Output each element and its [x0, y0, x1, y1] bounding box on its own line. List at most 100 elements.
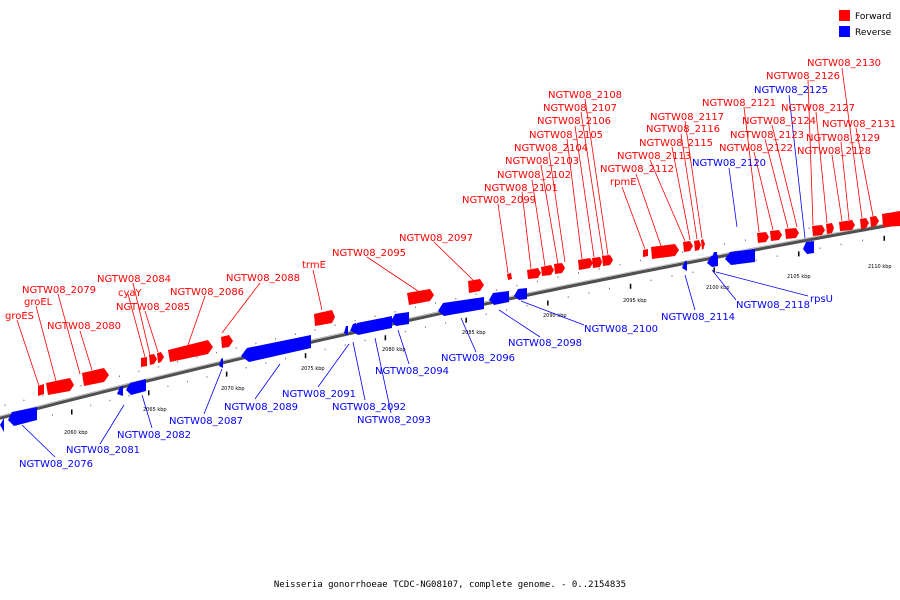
forward-gene[interactable] [507, 273, 512, 280]
gene-label-NGTW08_2093: NGTW08_2093 [357, 415, 431, 426]
leader-line [855, 127, 874, 217]
forward-gene[interactable] [757, 232, 769, 243]
gene-label-NGTW08_2103: NGTW08_2103 [505, 156, 579, 167]
leader-line [807, 79, 814, 226]
forward-leader-lines [16, 67, 874, 387]
reverse-gene[interactable] [8, 407, 37, 426]
forward-gene[interactable] [785, 228, 799, 239]
major-tick [798, 251, 800, 257]
forward-gene[interactable] [554, 263, 565, 274]
minor-tick [808, 227, 810, 229]
major-tick [629, 283, 632, 289]
minor-tick [128, 395, 130, 397]
minor-tick [650, 279, 652, 282]
leader-line [635, 173, 662, 247]
minor-tick [485, 313, 487, 315]
gene-label-NGTW08_2114: NGTW08_2114 [661, 312, 735, 323]
forward-gene[interactable] [839, 220, 855, 231]
forward-gene[interactable] [701, 239, 705, 250]
forward-gene[interactable] [826, 223, 834, 234]
gene-label-NGTW08_2082: NGTW08_2082 [117, 430, 191, 441]
reverse-gene[interactable] [489, 291, 509, 305]
forward-gene[interactable] [468, 279, 484, 293]
reverse-gene[interactable] [725, 249, 755, 265]
forward-gene[interactable] [38, 384, 44, 396]
reverse-gene[interactable] [438, 297, 484, 316]
forward-gene[interactable] [221, 335, 233, 348]
forward-gene[interactable] [602, 255, 613, 266]
reverse-gene[interactable] [712, 252, 717, 258]
leader-line [397, 329, 410, 365]
forward-gene[interactable] [149, 354, 157, 365]
gene-label-NGTW08_2081: NGTW08_2081 [66, 445, 140, 456]
leader-line [366, 256, 419, 292]
reverse-gene[interactable] [514, 288, 527, 300]
minor-tick [235, 347, 237, 349]
forward-gene[interactable] [541, 265, 554, 276]
reverse-gene[interactable] [241, 335, 311, 362]
forward-gene[interactable] [407, 289, 434, 305]
leader-line [840, 141, 850, 221]
backbone-highlight [0, 220, 900, 417]
leader-line [711, 269, 737, 301]
reverse-gene[interactable] [707, 255, 718, 267]
forward-gene[interactable] [592, 257, 602, 268]
forward-gene[interactable] [578, 258, 593, 270]
tick-marks [4, 211, 896, 426]
forward-gene[interactable] [82, 368, 109, 386]
gene-label-NGTW08_2106: NGTW08_2106 [537, 116, 611, 127]
gene-label-NGTW08_2092: NGTW08_2092 [332, 402, 406, 413]
minor-tick [265, 362, 267, 364]
leader-line [144, 310, 159, 353]
minor-tick [755, 259, 757, 261]
forward-gene[interactable] [770, 230, 782, 241]
forward-gene[interactable] [527, 268, 541, 279]
minor-tick [216, 351, 218, 354]
tick-label-2080: 2080 kbp [382, 347, 406, 353]
minor-tick [4, 404, 6, 406]
reverse-gene[interactable] [117, 386, 123, 396]
forward-gene[interactable] [694, 240, 701, 251]
tick-label-2060: 2060 kbp [64, 430, 88, 436]
forward-gene[interactable] [46, 378, 74, 395]
forward-gene[interactable] [141, 357, 147, 367]
forward-gene[interactable] [168, 340, 213, 362]
forward-gene[interactable] [882, 211, 900, 227]
gene-label-rpsU: rpsU [810, 294, 833, 305]
legend: Forward Reverse [839, 10, 892, 38]
minor-tick [206, 376, 208, 378]
forward-gene[interactable] [157, 352, 164, 363]
forward-gene[interactable] [860, 218, 869, 229]
gene-label-NGTW08_2087: NGTW08_2087 [169, 416, 243, 427]
forward-gene[interactable] [812, 225, 825, 236]
leader-line [254, 363, 281, 400]
reverse-gene[interactable] [219, 358, 223, 368]
reverse-gene[interactable] [344, 326, 348, 335]
forward-gene[interactable] [651, 244, 679, 259]
reverse-gene[interactable] [391, 312, 409, 326]
leader-line [584, 98, 609, 256]
forward-gene[interactable] [870, 216, 879, 227]
gene-label-NGTW08_2094: NGTW08_2094 [375, 366, 449, 377]
leader-line [520, 300, 585, 326]
major-tick [304, 353, 307, 359]
leader-line [203, 368, 223, 415]
leader-line [548, 151, 566, 263]
forward-gene[interactable] [643, 249, 648, 257]
gene-label-NGTW08_2086: NGTW08_2086 [170, 287, 244, 298]
reverse-gene[interactable] [0, 418, 4, 432]
reverse-gene[interactable] [682, 261, 687, 271]
minor-tick [445, 322, 447, 324]
reverse-gene[interactable] [352, 316, 392, 335]
leader-line [497, 203, 509, 274]
minor-tick [640, 259, 642, 262]
forward-gene[interactable] [683, 241, 693, 252]
forward-gene[interactable] [314, 310, 335, 326]
minor-tick [157, 366, 159, 368]
gene-label-NGTW08_2112: NGTW08_2112 [600, 164, 674, 175]
reverse-gene[interactable] [126, 379, 146, 395]
leader-line [728, 167, 738, 228]
leader-line [35, 305, 57, 382]
reverse-gene[interactable] [803, 241, 814, 254]
reverse-labels: NGTW08_2076 NGTW08_2081 NGTW08_2082 NGTW… [19, 85, 833, 470]
